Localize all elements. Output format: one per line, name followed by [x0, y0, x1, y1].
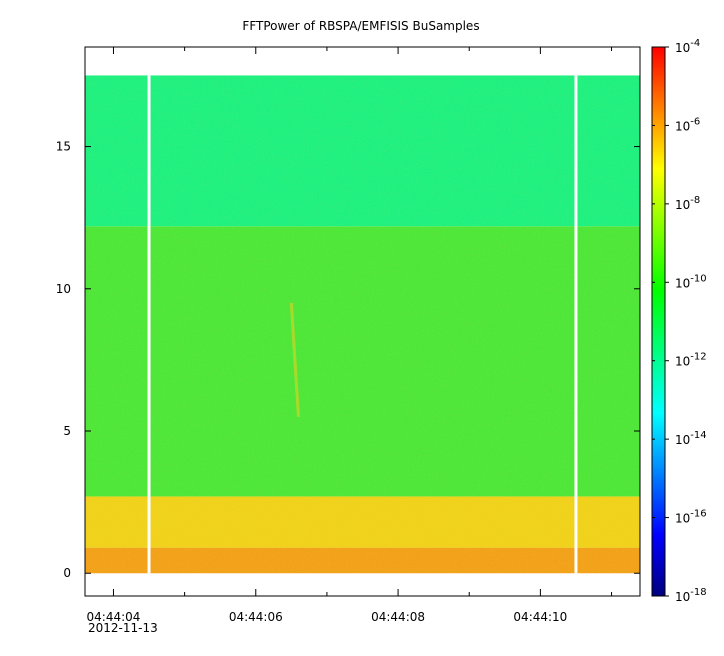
y-tick-label: 5 — [63, 424, 71, 438]
y-axis: 0 5 10 15 — [56, 140, 640, 580]
x-tick-label: 04:44:08 — [371, 610, 425, 624]
x-tick-label: 04:44:04 — [87, 610, 141, 624]
colorbar-tick-label: 10-12 — [675, 352, 707, 369]
colorbar-tick-label: 10-14 — [675, 430, 707, 447]
chart-title: FFTPower of RBSPA/EMFISIS BuSamples — [242, 19, 479, 33]
colorbar-tick-label: 10-6 — [675, 116, 700, 133]
band-noise-texture — [85, 226, 640, 497]
colorbar-tick-label: 10-18 — [675, 587, 707, 604]
x-axis-date-label: 2012-11-13 — [88, 621, 158, 635]
colorbar — [651, 46, 666, 597]
band-noise-texture — [85, 496, 640, 548]
data-gap — [574, 75, 578, 574]
spectral-feature — [289, 302, 300, 417]
y-tick-label: 15 — [56, 140, 71, 154]
y-tick-label: 10 — [56, 282, 71, 296]
colorbar-tick-label: 10-8 — [675, 195, 700, 212]
x-tick-label: 04:44:10 — [513, 610, 567, 624]
colorbar-axis: 10-18 10-16 10-14 10-12 10-10 10-8 10-6 10-4 — [652, 38, 707, 604]
plot-frame — [84, 46, 641, 597]
band-noise-texture — [85, 547, 640, 574]
x-axis: 04:44:04 04:44:06 04:44:08 04:44:10 — [87, 47, 613, 624]
colorbar-tick-label: 10-16 — [675, 509, 707, 526]
colorbar-tick-label: 10-10 — [675, 273, 707, 290]
data-gap — [147, 75, 151, 574]
colorbar-tick-label: 10-4 — [675, 38, 700, 55]
band-noise-texture — [85, 75, 640, 227]
x-tick-label: 04:44:06 — [229, 610, 283, 624]
y-tick-label: 0 — [63, 566, 71, 580]
